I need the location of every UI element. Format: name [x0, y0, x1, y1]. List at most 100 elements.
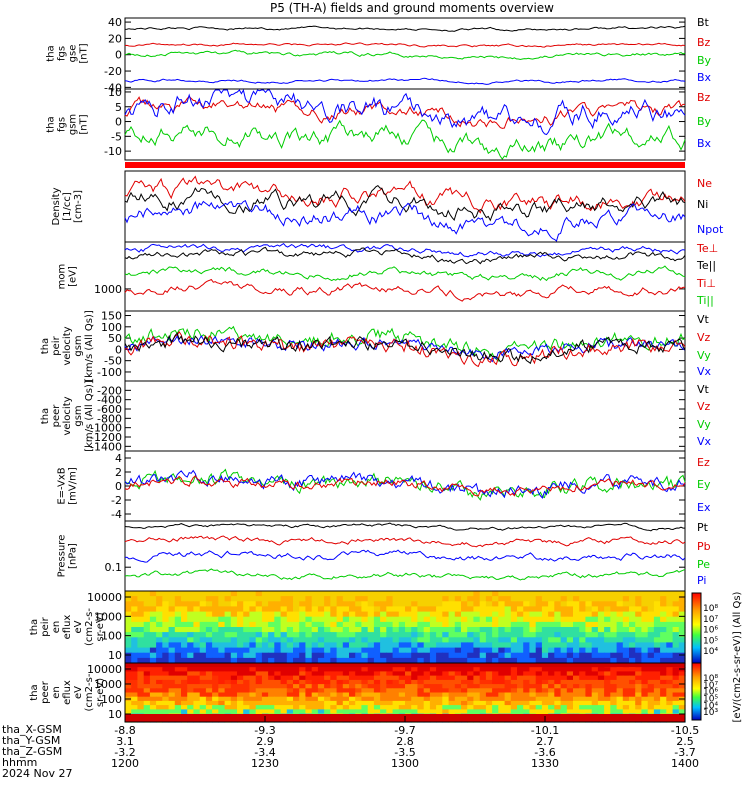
- legend-pressure-0: Pt: [697, 521, 709, 534]
- legend-density-0: Ne: [697, 177, 712, 190]
- ylabel-peir-eflux: eflux: [62, 615, 73, 640]
- xtick-value-2-3: -3.6: [534, 746, 555, 759]
- ylabel-efield: [mV/m]: [68, 467, 79, 505]
- legend-peer-velocity-2: Vy: [697, 418, 711, 431]
- ytick-label-peir-eflux: 10: [108, 649, 122, 662]
- series-line-fgs-gse-0: [124, 25, 686, 32]
- ylabel-peir-velocity: peir: [51, 335, 62, 355]
- ylabel-pressure: Pressure: [57, 535, 68, 578]
- ylabel-peir-eflux: peir: [40, 616, 51, 636]
- xtick-value-2-2: -3.5: [394, 746, 415, 759]
- xtick-value-0-4: -10.5: [671, 724, 699, 737]
- ytick-label-peer-velocity: -400: [97, 394, 122, 407]
- ytick-label-fgs-gse: 0: [115, 49, 122, 62]
- series-line-fgs-gsm-1: [124, 119, 686, 160]
- series-line-pressure-1: [124, 535, 686, 548]
- ytick-label-peir-velocity: -100: [97, 366, 122, 379]
- ylabel-peir-eflux: tha: [29, 619, 40, 635]
- ylabel-peer-eflux: tha: [29, 684, 40, 700]
- ylabel-peer-eflux: eV: [73, 686, 84, 699]
- panel-peer-eflux: 10000 1000 100 10 tha peer en eflux eV (cm2-s-sr-…: [29, 662, 686, 723]
- series-line-efield-0: [124, 468, 686, 501]
- legend-pressure-2: Pe: [697, 558, 710, 571]
- ytick-label-peir-velocity: -50: [104, 355, 122, 368]
- panel-density: Density [1/cc] [cm-3] Ne Ni Npot: [51, 170, 724, 243]
- series-line-pressure-3: [124, 549, 686, 563]
- panel-temperature: 1000 mom [eV] Te⊥ Te|| Ti⊥ Ti||: [57, 241, 718, 312]
- ylabel-fgs-gsm: [nT]: [79, 114, 90, 134]
- panel-peir-eflux: 10000 1000 100 10 tha peir en eflux eV (cm2-s-sr-…: [29, 590, 686, 664]
- date-label: 2024 Nov 27: [2, 767, 73, 780]
- colorbar-tick-0-0: 10⁸: [703, 604, 718, 614]
- ytick-label-fgs-gsm: -10: [104, 145, 122, 158]
- colorbar-tick-0-3: 10⁵: [703, 636, 718, 646]
- series-line-fgs-gsm-2: [124, 88, 686, 136]
- ytick-label-efield: 0: [115, 480, 122, 493]
- top-band: [125, 663, 685, 667]
- ylabel-peir-velocity: [km/s (All Qs)]: [84, 310, 95, 382]
- panel-efield: 420-2-4 E=-VxB [mV/m] Ez Ey Ex: [57, 450, 711, 522]
- panel-frame-peir-velocity: [124, 310, 686, 382]
- ytick-label-efield: 2: [115, 466, 122, 479]
- series-line-peir-velocity-3: [124, 332, 686, 365]
- xtick-value-0-1: -9.3: [254, 724, 275, 737]
- x-row-label-x-gsm: tha_X-GSM: [2, 723, 62, 736]
- xtick-value-3-3: 1330: [531, 757, 559, 770]
- panel-frame-temperature: [124, 241, 686, 312]
- ytick-label-peer-eflux: 10000: [87, 663, 122, 676]
- colorbar-tick-0-1: 10⁷: [703, 615, 718, 625]
- colorbar-tick-1-0: 10⁸: [703, 674, 718, 684]
- legend-density-1: Ni: [697, 198, 708, 211]
- xtick-value-1-2: 2.8: [396, 735, 414, 748]
- plot-title: P5 (TH-A) fields and ground moments over…: [270, 1, 554, 15]
- series-line-peir-velocity-2: [124, 330, 686, 368]
- xtick-value-3-2: 1300: [391, 757, 419, 770]
- ytick-label-temperature: 1000: [94, 283, 122, 296]
- ylabel-peir-velocity: tha: [40, 338, 51, 354]
- xtick-value-2-0: -3.2: [114, 746, 135, 759]
- xtick-value-3-1: 1230: [251, 757, 279, 770]
- ytick-label-peer-velocity: -200: [97, 384, 122, 397]
- series-line-temperature-1: [124, 265, 686, 282]
- xtick-value-2-4: -3.7: [674, 746, 695, 759]
- colorbar-tick-0-2: 10⁶: [703, 626, 718, 636]
- x-row-label-hhmm: hhmm: [2, 756, 38, 769]
- legend-fgs-gse-1: Bz: [697, 36, 711, 49]
- xtick-value-0-0: -8.8: [114, 724, 135, 737]
- xtick-value-1-1: 2.9: [256, 735, 274, 748]
- ytick-label-fgs-gsm: 10: [108, 86, 122, 99]
- panel-frame-efield: [124, 450, 686, 522]
- ytick-label-fgs-gse: 20: [108, 32, 122, 45]
- legend-peir-velocity-2: Vy: [697, 349, 711, 362]
- ytick-label-fgs-gse: -20: [104, 65, 122, 78]
- ylabel-peer-velocity: peer: [51, 404, 62, 428]
- series-line-fgs-gse-2: [124, 49, 686, 61]
- series-line-temperature-3: [124, 246, 686, 265]
- legend-efield-1: Ey: [697, 478, 711, 491]
- legend-fgs-gsm-1: By: [697, 115, 712, 128]
- colorbar-tick-1-4: 10⁴: [703, 701, 718, 711]
- ylabel-peer-eflux: eflux: [62, 680, 73, 705]
- ytick-label-fgs-gse: 40: [108, 16, 122, 29]
- colorbar-tick-0-4: 10⁴: [703, 647, 718, 657]
- xtick-value-3-0: 1200: [111, 757, 139, 770]
- ytick-label-fgs-gse: -40: [104, 81, 122, 94]
- ylabel-density: Density: [51, 187, 62, 225]
- ytick-label-peer-eflux: 1000: [94, 678, 122, 691]
- series-line-fgs-gse-1: [124, 42, 686, 48]
- legend-efield-0: Ez: [697, 456, 710, 469]
- ytick-label-efield: 4: [115, 452, 122, 465]
- ylabel-density: [cm-3]: [73, 190, 84, 223]
- legend-temperature-1: Te||: [696, 259, 716, 272]
- ytick-label-peer-eflux: 100: [101, 693, 122, 706]
- ytick-label-peir-eflux: 1000: [94, 610, 122, 623]
- legend-pressure-1: Pb: [697, 540, 711, 553]
- ytick-label-fgs-gsm: -5: [111, 130, 122, 143]
- ytick-label-peir-velocity: 100: [101, 321, 122, 334]
- ylabel-peir-eflux: sr-eV): [95, 612, 106, 641]
- legend-fgs-gse-3: Bx: [697, 71, 712, 84]
- panel-frame-peer-velocity: [124, 380, 686, 452]
- xtick-value-3-4: 1400: [671, 757, 699, 770]
- series-line-pressure-2: [124, 568, 686, 581]
